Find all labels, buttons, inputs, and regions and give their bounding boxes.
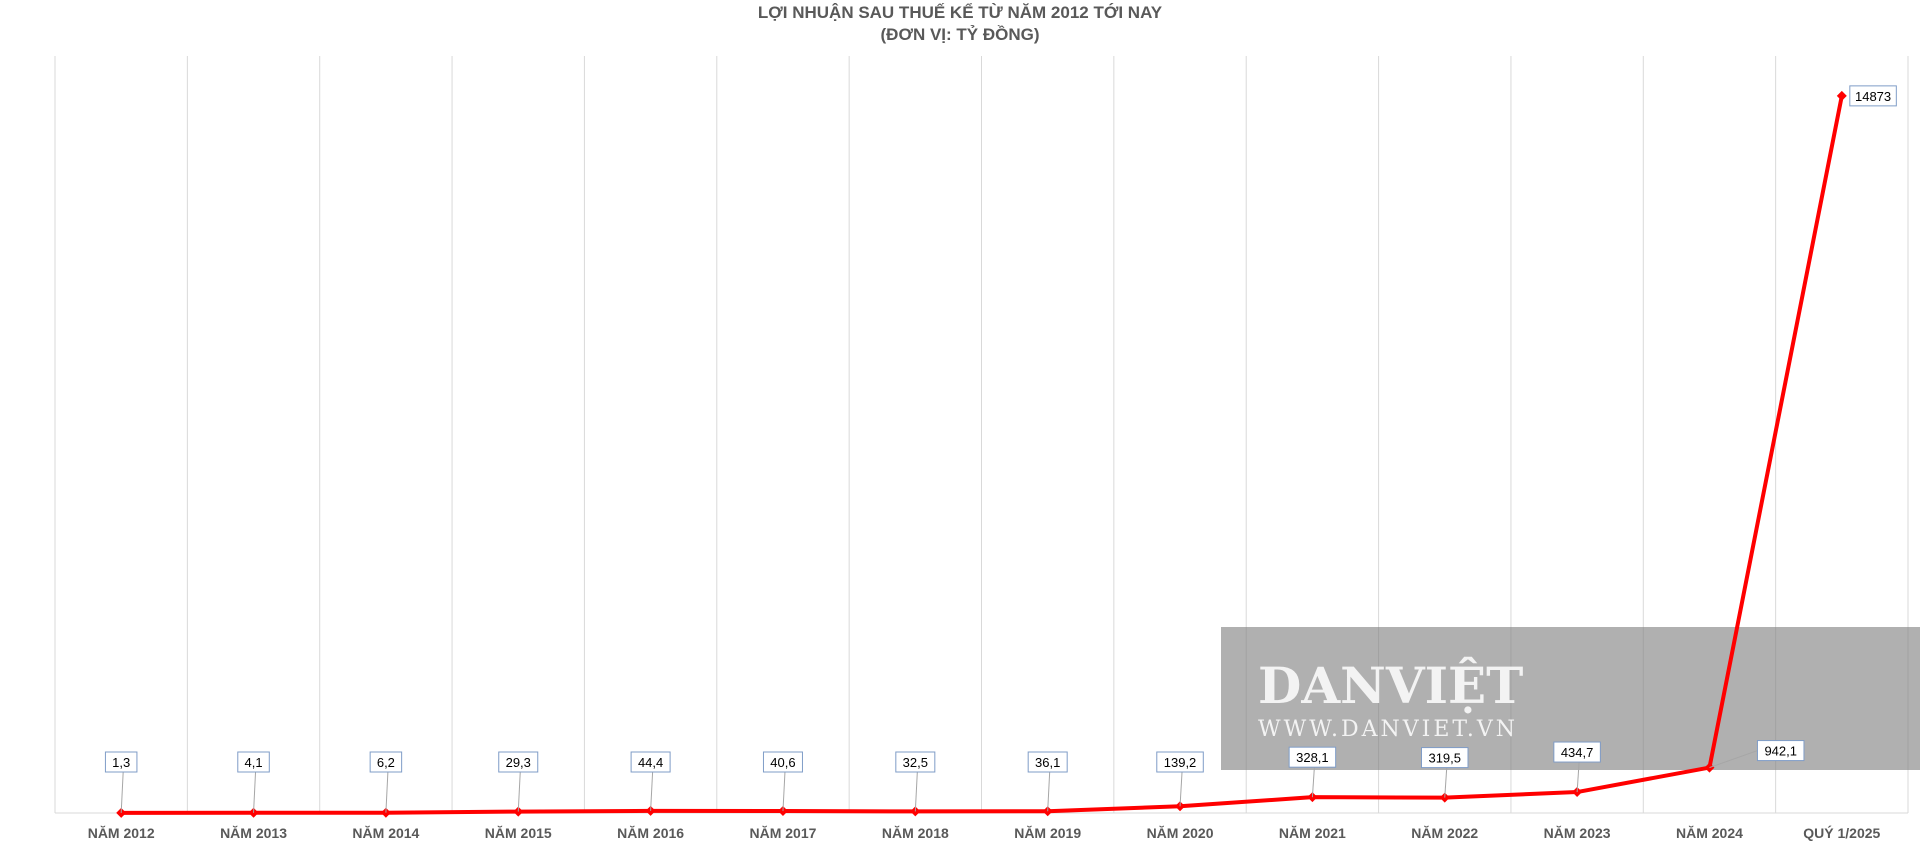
data-label-box [237,751,270,773]
watermark-brand: DANVIỆT [1258,656,1523,715]
leader-line [1179,771,1183,807]
data-label-box [369,751,403,773]
watermark-url: WWW.DANVIET.VN [1258,717,1518,742]
data-label: 1,3 [112,755,130,770]
data-label-box [104,751,138,773]
data-labels: 1,3 4,1 6,2 29,3 44,4 40,6 32,5 36,1 139,2 328,1 3… [104,85,1897,813]
data-point [1836,90,1847,101]
data-label: 434,7 [1561,745,1594,760]
leader-line [253,771,257,813]
data-label: 319,5 [1428,751,1461,766]
leader-line [517,771,521,812]
chart-title-block: LỢI NHUẬN SAU THUẾ KỂ TỪ NĂM 2012 TỚI NA… [0,2,1920,46]
data-label: 942,1 [1764,744,1797,759]
gridlines [54,56,1909,814]
data-label-box [1849,85,1897,107]
x-tick-label: NĂM 2012 [88,825,155,841]
x-tick-label: NĂM 2016 [617,825,684,841]
leader-line [914,771,918,812]
leader-line [782,771,786,812]
data-label-box [630,751,671,773]
x-tick-label: NĂM 2023 [1544,825,1611,841]
data-label: 14873 [1855,89,1891,104]
data-label: 29,3 [506,755,531,770]
leader-line [120,771,124,813]
data-label-box [1756,740,1805,762]
data-label-box [1553,741,1601,763]
x-tick-label: NĂM 2017 [750,825,817,841]
data-label-box [895,751,936,773]
data-label-box [1421,747,1469,769]
data-point [248,807,259,818]
data-label: 139,2 [1164,755,1197,770]
leader-line [1444,767,1448,798]
data-label-box [498,751,539,773]
data-label: 36,1 [1035,755,1060,770]
data-label-box [1027,751,1068,773]
x-tick-label: NĂM 2021 [1279,825,1346,841]
data-label: 6,2 [377,755,395,770]
leader-line [1047,771,1051,812]
x-tick-label: NĂM 2020 [1147,825,1214,841]
x-tick-label: NĂM 2014 [352,825,419,841]
data-label-box [1288,746,1337,768]
x-tick-label: NĂM 2015 [485,825,552,841]
x-tick-label: NĂM 2024 [1676,825,1743,841]
leader-line [650,771,654,811]
x-tick-label: QUÝ 1/2025 [1803,824,1880,841]
x-tick-label: NĂM 2013 [220,825,287,841]
data-label-box [1156,751,1204,773]
data-label: 44,4 [638,755,663,770]
leader-line [1709,750,1758,769]
data-label: 328,1 [1296,750,1329,765]
data-label: 4,1 [244,755,262,770]
data-label-box [762,751,803,773]
x-tick-label: NĂM 2022 [1411,825,1478,841]
x-tick-label: NĂM 2019 [1014,825,1081,841]
chart-title: LỢI NHUẬN SAU THUẾ KỂ TỪ NĂM 2012 TỚI NA… [757,3,1163,22]
leader-line [1311,767,1315,798]
x-axis: NĂM 2012 NĂM 2013 NĂM 2014 NĂM 2015 NĂM 2016… [88,824,1881,841]
data-label: 32,5 [903,755,928,770]
chart-subtitle: (ĐƠN VỊ: TỶ ĐỒNG) [880,25,1040,44]
data-label: 40,6 [770,755,795,770]
leader-line [1576,762,1580,793]
x-tick-label: NĂM 2018 [882,825,949,841]
series-line [121,95,1844,815]
leader-line [385,771,389,813]
